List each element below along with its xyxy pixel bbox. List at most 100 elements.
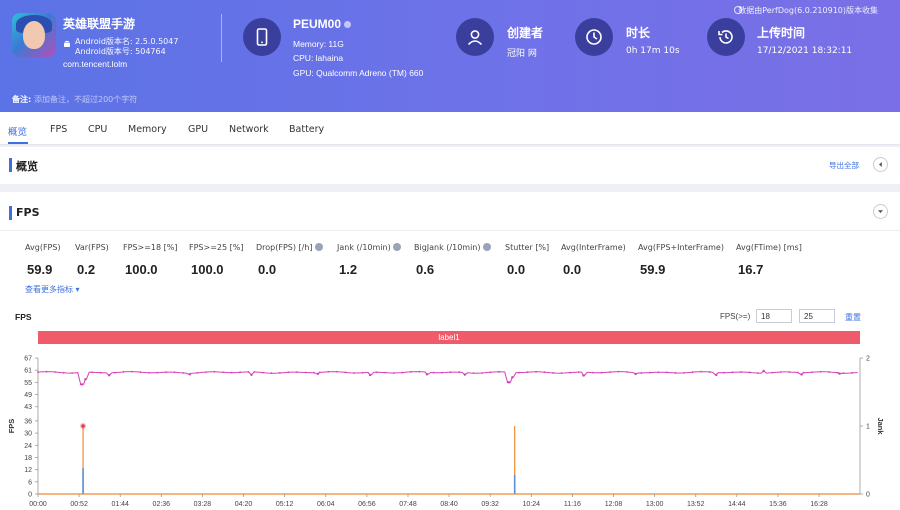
note-input[interactable]: 添加备注，不超过200个字符 (34, 95, 138, 104)
fps-point (535, 370, 537, 373)
fps-point (657, 371, 660, 374)
x-tick-label: 06:04 (317, 501, 335, 508)
jank-marker (81, 424, 85, 428)
y2-tick-label: 1 (866, 424, 870, 431)
fps-point (489, 371, 492, 374)
upload-title: 上传时间 (757, 26, 806, 40)
tab-fps[interactable]: FPS (50, 124, 68, 135)
y-axis-label: FPS (7, 419, 16, 434)
chevron-left-icon (879, 162, 882, 167)
fps-point (368, 373, 372, 377)
help-icon[interactable] (482, 243, 491, 251)
help-icon[interactable] (392, 243, 401, 251)
help-icon[interactable] (314, 243, 323, 251)
fps-point (71, 372, 74, 374)
metric-value: 0.6 (416, 262, 435, 277)
y-tick-label: 61 (24, 368, 32, 375)
fps-point (287, 371, 290, 374)
reset-button[interactable]: 重置 (845, 313, 861, 322)
tab-memory[interactable]: Memory (128, 124, 167, 135)
y2-axis-label: Jank (876, 417, 885, 435)
fps-point (91, 371, 93, 374)
fps-point (318, 371, 321, 374)
device-cpu: CPU: lahaina (293, 53, 344, 63)
tab-battery[interactable]: Battery (289, 124, 325, 135)
fps-point (222, 371, 224, 374)
tab-gpu[interactable]: GPU (188, 124, 209, 135)
fps-point (715, 373, 718, 377)
fps-point (788, 371, 791, 373)
fps-panel (0, 192, 900, 510)
fps-point (205, 371, 207, 373)
metric-label: Drop(FPS) [/h] (256, 243, 323, 252)
x-tick-label: 15:36 (769, 501, 787, 508)
fps-threshold-input-2[interactable] (799, 309, 835, 323)
fps-point (375, 371, 378, 374)
tab-overview[interactable]: 概览 (8, 127, 28, 138)
fps-point (418, 370, 421, 373)
fps-point (270, 372, 273, 375)
fps-point (173, 371, 176, 374)
fps-chart-title: FPS (15, 312, 32, 322)
app-package: com.tencent.lolm (63, 59, 128, 69)
fps-point (617, 370, 620, 373)
metric-value: 16.7 (738, 262, 764, 277)
fps-point (148, 371, 150, 374)
fps-point (600, 371, 603, 374)
user-icon (456, 18, 494, 56)
fps-point (674, 372, 677, 374)
collapse-down-button[interactable] (873, 204, 888, 219)
fps-point (626, 371, 629, 373)
fps-point (526, 371, 529, 374)
fps-point (796, 371, 799, 374)
y-tick-label: 43 (24, 404, 32, 411)
tab-network[interactable]: Network (229, 124, 269, 135)
fps-accent (9, 206, 12, 220)
overview-panel (0, 147, 900, 184)
fps-point (800, 373, 803, 376)
metric-label: Avg(FPS+InterFrame) (638, 243, 724, 252)
fps-point (481, 372, 483, 374)
x-tick-label: 07:48 (399, 501, 417, 508)
device-info-icon[interactable] (344, 21, 351, 28)
metric-label: Stutter [%] (505, 243, 550, 252)
fps-point (740, 371, 742, 373)
y-tick-label: 30 (24, 431, 32, 438)
fps-point (182, 371, 185, 374)
fps-point (425, 373, 429, 376)
x-tick-label: 04:20 (235, 501, 253, 508)
fps-point (352, 372, 355, 374)
metric-value: 59.9 (27, 262, 53, 277)
metric-value: 100.0 (125, 262, 158, 277)
export-all-link[interactable]: 导出全部 (829, 161, 859, 170)
fps-point (113, 371, 116, 374)
fps-point (54, 371, 56, 373)
fps-point (569, 371, 572, 374)
metric-label: Avg(FPS) (25, 243, 61, 252)
fps-point (335, 370, 338, 373)
fps-point (472, 372, 475, 375)
tab-cpu[interactable]: CPU (88, 124, 108, 135)
fps-threshold-label: FPS(>=) (720, 312, 751, 321)
fps-panel-divider (0, 230, 900, 231)
fps-point (188, 373, 191, 376)
fps-point (507, 381, 511, 384)
metric-value: 0.0 (507, 262, 526, 277)
x-tick-label: 13:00 (646, 501, 664, 508)
fps-threshold-input-1[interactable] (756, 309, 792, 323)
creator-title: 创建者 (507, 26, 544, 40)
fps-point (757, 372, 759, 374)
fps-point (851, 372, 853, 374)
fps-point (392, 372, 395, 374)
fps-point (304, 371, 307, 374)
fps-panel-title: FPS (16, 206, 40, 219)
collapse-left-button[interactable] (873, 157, 888, 172)
fps-point (609, 371, 611, 373)
more-metrics-link[interactable]: 查看更多指标 ▾ (25, 285, 80, 294)
fps-point (432, 371, 435, 374)
y-tick-label: 0 (28, 492, 32, 499)
label-band[interactable]: label1 (38, 331, 860, 344)
clock-icon (575, 18, 613, 56)
fps-point (762, 369, 765, 373)
